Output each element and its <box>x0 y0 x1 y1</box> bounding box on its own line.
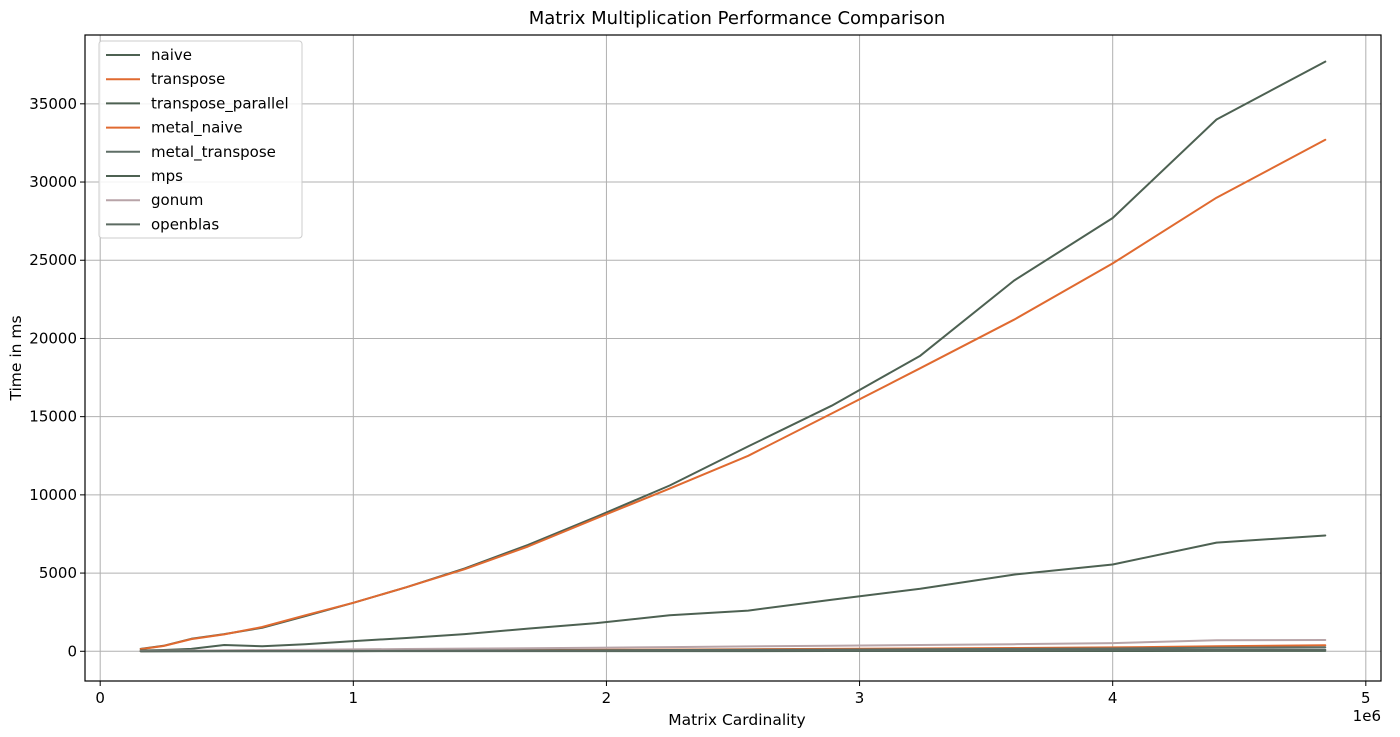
y-tick-label: 5000 <box>39 564 77 582</box>
x-tick-label: 2 <box>602 689 612 707</box>
legend-label-transpose: transpose <box>151 70 225 88</box>
chart-title: Matrix Multiplication Performance Compar… <box>529 8 946 29</box>
x-axis-label: Matrix Cardinality <box>668 711 805 729</box>
x-axis-offset-label: 1e6 <box>1353 707 1381 725</box>
legend-label-gonum: gonum <box>151 191 203 209</box>
grid <box>85 35 1381 681</box>
series-line-openblas <box>139 648 1327 653</box>
y-tick-label: 25000 <box>29 251 77 269</box>
legend-label-transpose-parallel: transpose_parallel <box>151 94 289 113</box>
y-tick-label: 15000 <box>29 408 77 426</box>
y-tick-label: 0 <box>67 642 77 660</box>
series-line-transpose-parallel <box>139 534 1327 652</box>
plot-area <box>139 60 1327 653</box>
legend-label-metal-naive: metal_naive <box>151 119 243 138</box>
legend: naive transpose transpose_parallel metal_na… <box>98 40 303 239</box>
legend-label-naive: naive <box>151 46 192 64</box>
series-line-transpose <box>139 138 1327 651</box>
series-line-naive <box>139 60 1327 650</box>
x-tick-label: 1 <box>349 689 359 707</box>
y-tick-label: 20000 <box>29 329 77 347</box>
y-tick-label: 10000 <box>29 486 77 504</box>
legend-label-mps: mps <box>151 167 183 185</box>
legend-box <box>98 40 303 239</box>
legend-label-metal-transpose: metal_transpose <box>151 143 276 162</box>
axes-frame <box>84 34 1382 682</box>
x-tick-label: 0 <box>95 689 105 707</box>
x-tick-label: 3 <box>855 689 865 707</box>
legend-label-openblas: openblas <box>151 215 219 233</box>
x-tick-label: 5 <box>1361 689 1371 707</box>
y-axis-label: Time in ms <box>7 315 25 401</box>
y-tick-label: 30000 <box>29 173 77 191</box>
y-tick-label: 35000 <box>29 95 77 113</box>
x-tick-label: 4 <box>1108 689 1118 707</box>
axis-ticks: 0 1 2 3 4 5 0 5000 10000 15000 20000 25000 30000 3500… <box>29 95 1370 707</box>
